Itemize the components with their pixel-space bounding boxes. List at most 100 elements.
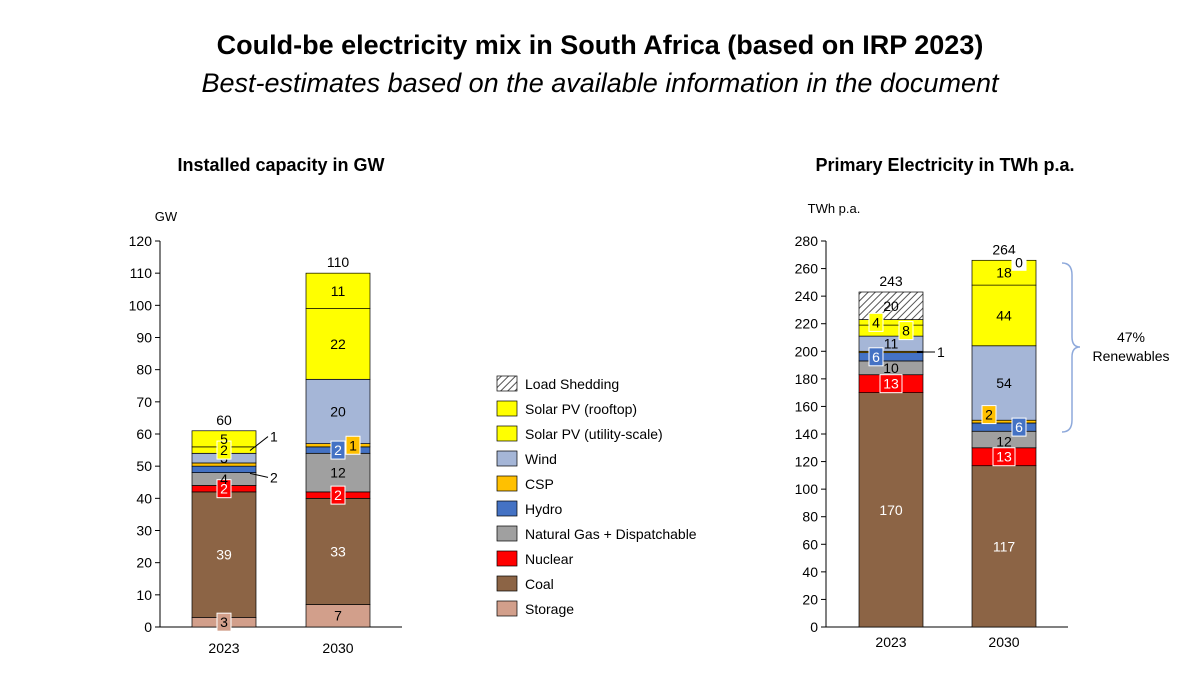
y-tick-label: 60 bbox=[802, 536, 818, 552]
data-label-nuclear-box bbox=[992, 447, 1016, 467]
bar-segment-natural-gas-dispatchable bbox=[305, 452, 371, 493]
legend-swatch-nuclear bbox=[496, 550, 518, 567]
x-tick-label: 2030 bbox=[988, 634, 1019, 650]
data-label-hydro: 6 bbox=[872, 349, 880, 365]
x-tick-label: 2023 bbox=[875, 634, 906, 650]
data-label-hydro-box bbox=[1011, 417, 1027, 437]
data-label-csp-box bbox=[345, 435, 361, 455]
data-label-wind: 11 bbox=[884, 336, 899, 352]
y-tick-label: 140 bbox=[795, 426, 819, 442]
data-label-solar-pv-utility-scale-box bbox=[216, 440, 232, 460]
data-label-csp: 1 bbox=[937, 344, 945, 360]
data-label-hydro: 2 bbox=[270, 469, 278, 485]
data-label-storage-box bbox=[216, 612, 232, 632]
bar-segment-wind bbox=[305, 378, 371, 445]
data-label-natural-gas-dispatchable: 4 bbox=[220, 471, 228, 487]
renewables-annotation: 47% Renewables bbox=[1061, 262, 1170, 433]
page-title: Could-be electricity mix in South Africa… bbox=[216, 30, 984, 60]
bar-total-label: 60 bbox=[216, 412, 232, 428]
data-label-csp: 1 bbox=[270, 429, 278, 445]
legend-label-solar-pv-utility-scale: Solar PV (utility-scale) bbox=[525, 426, 663, 442]
data-label-solar-pv-rooftop: 5 bbox=[220, 431, 228, 447]
legend-swatch-csp bbox=[496, 475, 518, 492]
legend: Load Shedding Solar PV (rooftop) Solar PV … bbox=[496, 375, 697, 617]
legend-swatch-solar-pv-utility-scale bbox=[496, 425, 518, 442]
y-tick-label: 90 bbox=[136, 330, 152, 346]
data-label-natural-gas-dispatchable: 10 bbox=[883, 360, 899, 376]
y-tick-label: 100 bbox=[795, 481, 819, 497]
y-tick-label: 0 bbox=[144, 619, 152, 635]
legend-label-load-shedding: Load Shedding bbox=[525, 376, 619, 392]
y-tick-label: 220 bbox=[795, 316, 819, 332]
data-label-solar-pv-rooftop: 4 bbox=[872, 314, 880, 330]
bar-total-label: 264 bbox=[992, 241, 1016, 257]
legend-label-nuclear: Nuclear bbox=[525, 551, 574, 567]
data-label-solar-pv-utility-scale: 44 bbox=[996, 307, 1012, 323]
installed-capacity-chart: Installed capacity in GWGW01020304050607… bbox=[129, 155, 402, 656]
data-label-load-shedding: 20 bbox=[883, 298, 899, 314]
bar-segment-solar-pv-utility-scale bbox=[305, 308, 371, 380]
bar-segment-coal bbox=[971, 465, 1037, 628]
data-label-hydro: 2 bbox=[334, 442, 342, 458]
legend-label-coal: Coal bbox=[525, 576, 554, 592]
data-label-coal: 117 bbox=[993, 538, 1016, 554]
data-label-nuclear: 13 bbox=[883, 376, 899, 392]
bar-segment-coal bbox=[858, 392, 924, 628]
data-label-nuclear-box bbox=[879, 374, 903, 394]
data-label-natural-gas-dispatchable: 12 bbox=[330, 465, 346, 481]
legend-label-hydro: Hydro bbox=[525, 501, 563, 517]
data-label-nuclear: 13 bbox=[996, 449, 1012, 465]
data-label-solar-pv-utility-scale: 22 bbox=[330, 336, 346, 352]
data-label-load-shedding: 0 bbox=[1015, 254, 1023, 270]
data-label-csp-leader bbox=[249, 436, 269, 451]
data-label-storage: 7 bbox=[334, 608, 342, 624]
renewables-label: Renewables bbox=[1092, 348, 1169, 364]
bar-segment-coal bbox=[191, 491, 257, 618]
data-label-nuclear-box bbox=[330, 485, 346, 505]
data-label-wind: 54 bbox=[996, 375, 1012, 391]
legend-swatch-coal bbox=[496, 575, 518, 592]
y-tick-label: 50 bbox=[136, 458, 152, 474]
renewables-percent: 47% bbox=[1117, 329, 1145, 345]
y-tick-label: 120 bbox=[129, 233, 153, 249]
data-label-solar-pv-utility-scale-box bbox=[898, 321, 914, 341]
y-tick-label: 180 bbox=[795, 371, 819, 387]
data-label-solar-pv-rooftop-box bbox=[868, 312, 884, 332]
data-label-coal: 170 bbox=[879, 502, 903, 518]
data-label-load-shedding-box bbox=[1011, 253, 1027, 271]
y-tick-label: 80 bbox=[136, 362, 152, 378]
data-label-csp-box bbox=[981, 405, 997, 425]
y-tick-label: 40 bbox=[802, 564, 818, 580]
bar-total-label: 110 bbox=[327, 254, 350, 270]
y-tick-label: 260 bbox=[795, 261, 819, 277]
data-label-coal: 33 bbox=[330, 543, 346, 559]
legend-label-solar-pv-rooftop: Solar PV (rooftop) bbox=[525, 401, 637, 417]
bar-total-label: 243 bbox=[879, 273, 903, 289]
legend-label-wind: Wind bbox=[525, 451, 557, 467]
y-axis-label: TWh p.a. bbox=[808, 201, 861, 216]
renewables-brace bbox=[1061, 262, 1081, 433]
data-label-solar-pv-rooftop: 11 bbox=[331, 283, 346, 299]
y-tick-label: 160 bbox=[795, 398, 819, 414]
data-label-solar-pv-utility-scale: 2 bbox=[220, 442, 228, 458]
data-label-natural-gas-dispatchable: 12 bbox=[996, 434, 1012, 450]
data-label-solar-pv-utility-scale: 8 bbox=[902, 323, 910, 339]
legend-swatch-natural-gas-dispatchable bbox=[496, 525, 518, 542]
data-label-hydro: 6 bbox=[1015, 419, 1023, 435]
legend-swatch-wind bbox=[496, 450, 518, 467]
data-label-hydro-box bbox=[868, 347, 884, 367]
y-tick-label: 20 bbox=[136, 555, 152, 571]
chart-title: Primary Electricity in TWh p.a. bbox=[815, 155, 1074, 175]
y-tick-label: 240 bbox=[795, 288, 819, 304]
y-tick-label: 10 bbox=[136, 587, 152, 603]
y-tick-label: 60 bbox=[136, 426, 152, 442]
data-label-nuclear: 2 bbox=[334, 487, 342, 503]
data-label-nuclear: 2 bbox=[220, 481, 228, 497]
data-label-csp: 2 bbox=[985, 407, 993, 423]
primary-electricity-chart: Primary Electricity in TWh p.a. TWh p.a. 0… bbox=[795, 155, 1075, 650]
legend-swatch-load-shedding bbox=[496, 375, 518, 392]
x-tick-label: 2030 bbox=[322, 640, 353, 656]
x-tick-label: 2023 bbox=[208, 640, 239, 656]
bar-segment-solar-pv-utility-scale bbox=[971, 284, 1037, 347]
